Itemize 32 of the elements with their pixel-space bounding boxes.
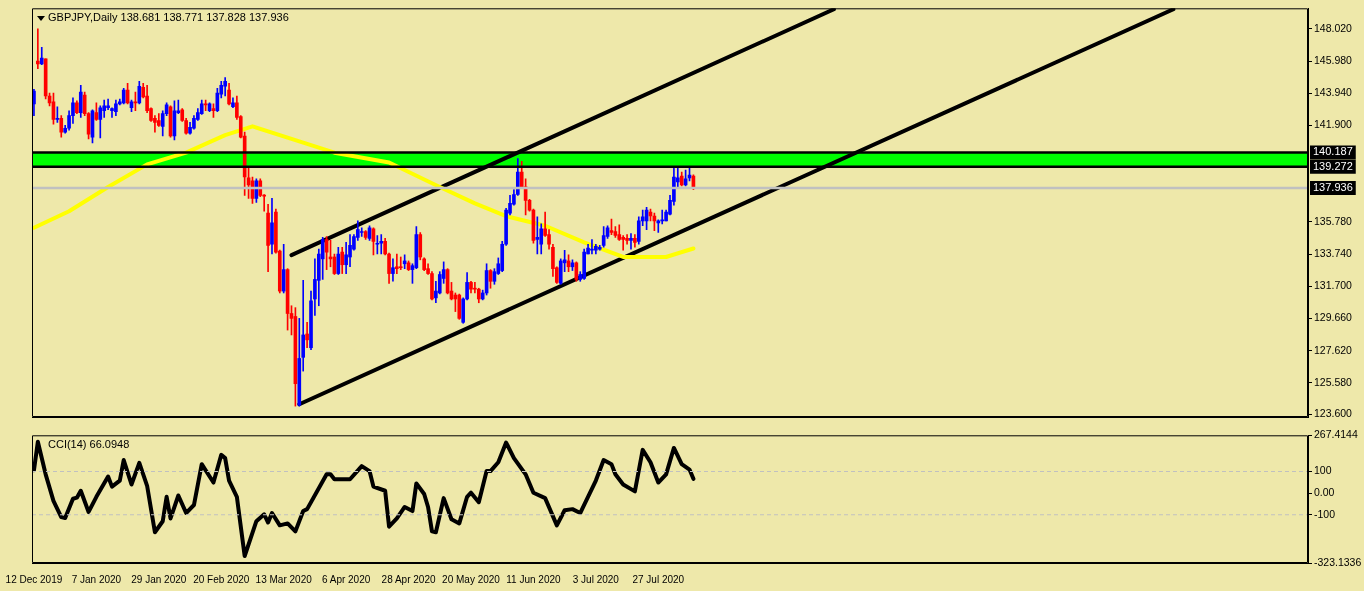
- x-tick-label: 27 Jul 2020: [632, 573, 685, 585]
- y-tick-label: 125.580: [1314, 375, 1353, 388]
- y-tick-label: 129.660: [1314, 311, 1353, 324]
- y-tick-label: -100: [1314, 507, 1336, 520]
- x-tick-label: 6 Apr 2020: [321, 573, 371, 585]
- x-tick-label: 11 Jun 2020: [506, 573, 562, 585]
- y-tick-label: 145.980: [1314, 53, 1353, 66]
- x-tick-label: 12 Dec 2019: [5, 573, 63, 585]
- ref-line-label: 137.936: [1313, 180, 1353, 193]
- y-tick-label: 133.740: [1314, 247, 1353, 260]
- y-tick-label: 123.600: [1314, 407, 1353, 420]
- x-tick-label: 7 Jan 2020: [71, 573, 122, 585]
- x-tick-label: 3 Jul 2020: [572, 573, 620, 585]
- y-tick-label: 0.00: [1314, 486, 1335, 499]
- x-tick-label: 20 Feb 2020: [193, 573, 250, 585]
- y-tick-label: 100: [1314, 464, 1332, 477]
- y-tick-label: 127.620: [1314, 343, 1353, 356]
- x-tick-label: 20 May 2020: [442, 573, 501, 585]
- x-tick-label: 13 Mar 2020: [255, 573, 313, 585]
- y-tick-label: 135.780: [1314, 214, 1353, 227]
- ref-line-label: 140.187: [1313, 145, 1353, 158]
- y-tick-label: 131.700: [1314, 279, 1353, 292]
- x-tick-label: 28 Apr 2020: [381, 573, 436, 585]
- x-tick-label: 29 Jan 2020: [131, 573, 187, 585]
- y-tick-label: 267.4144: [1314, 428, 1358, 441]
- chart-title: CCI(14) 66.0948: [48, 438, 130, 451]
- chart-title: GBPJPY,Daily 138.681 138.771 137.828 137.936: [48, 11, 289, 24]
- ref-line-label: 139.272: [1313, 159, 1353, 172]
- y-tick-label: 148.020: [1314, 21, 1353, 34]
- y-tick-label: -323.1336: [1314, 555, 1362, 568]
- y-tick-label: 143.940: [1314, 86, 1353, 99]
- y-tick-label: 141.900: [1314, 118, 1353, 131]
